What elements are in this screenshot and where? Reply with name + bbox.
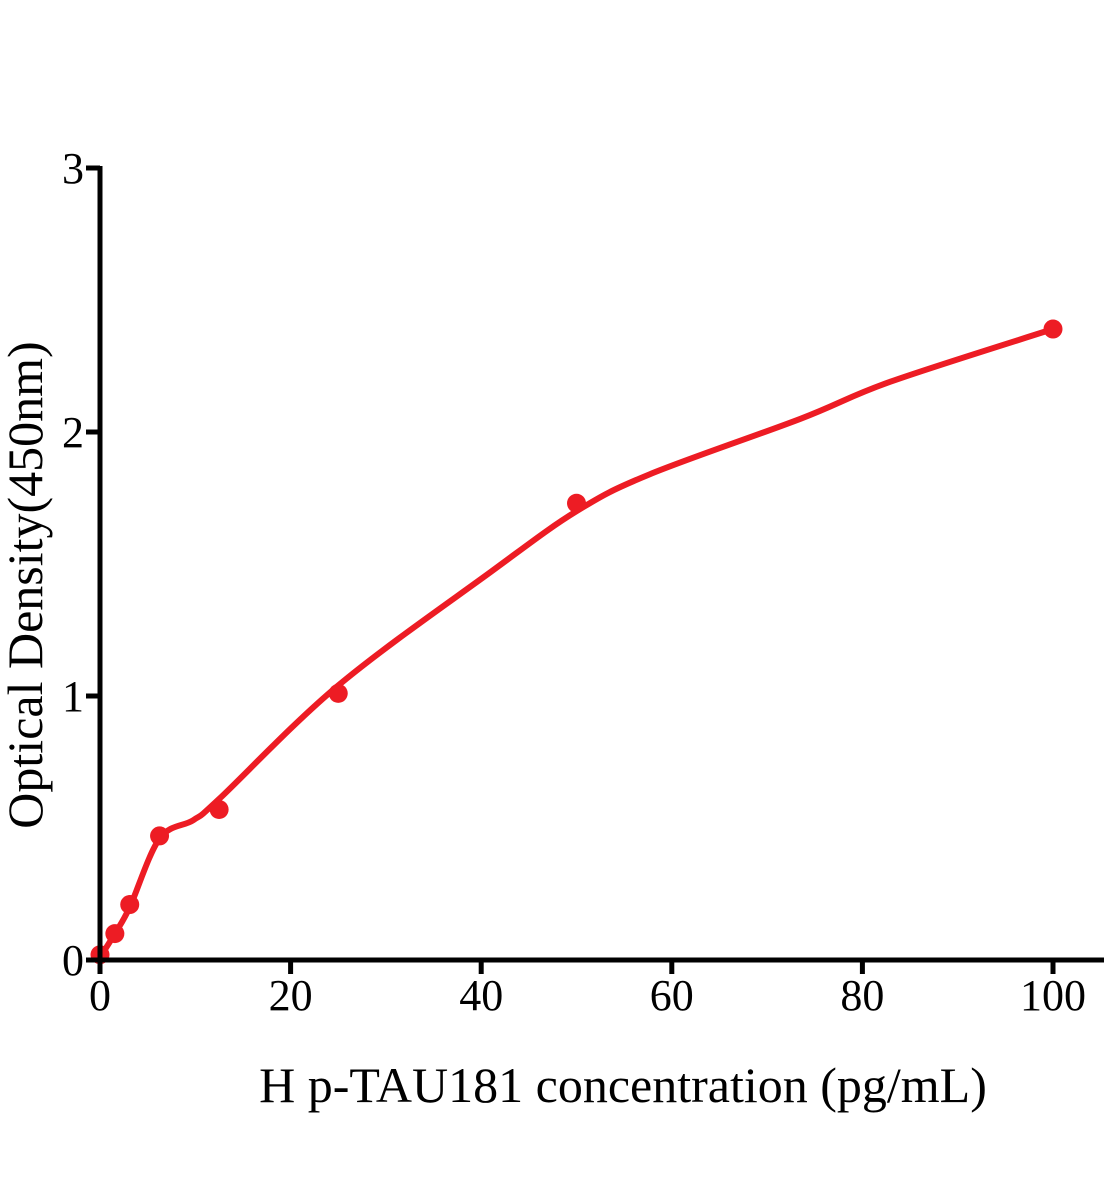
data-point [567, 493, 586, 513]
points-layer [90, 319, 1063, 965]
tick-label-layer: 0 20 40 60 80 100 0 1 2 3 [62, 144, 1086, 1020]
x-tick-label: 80 [840, 971, 884, 1020]
y-tick-label: 3 [62, 144, 84, 193]
x-tick-label: 20 [269, 971, 313, 1020]
curve-layer [97, 326, 1056, 961]
x-tick-label: 60 [650, 971, 694, 1020]
y-tick-label: 2 [62, 408, 84, 457]
y-axis-title: Optical Density(450nm) [0, 341, 53, 828]
data-point [328, 683, 348, 703]
data-point [105, 924, 125, 944]
data-point [150, 826, 170, 846]
y-tick-label: 1 [62, 672, 84, 721]
x-tick-label: 0 [89, 971, 111, 1020]
data-point [1043, 319, 1063, 339]
x-axis-title: H p-TAU181 concentration (pg/mL) [259, 1057, 987, 1113]
fit-curve-line [97, 326, 1056, 961]
data-point [209, 800, 229, 820]
x-tick-label: 100 [1020, 971, 1086, 1020]
data-point [120, 895, 140, 915]
y-tick-label: 0 [62, 936, 84, 985]
axes-layer [86, 165, 1104, 974]
x-tick-label: 40 [459, 971, 503, 1020]
